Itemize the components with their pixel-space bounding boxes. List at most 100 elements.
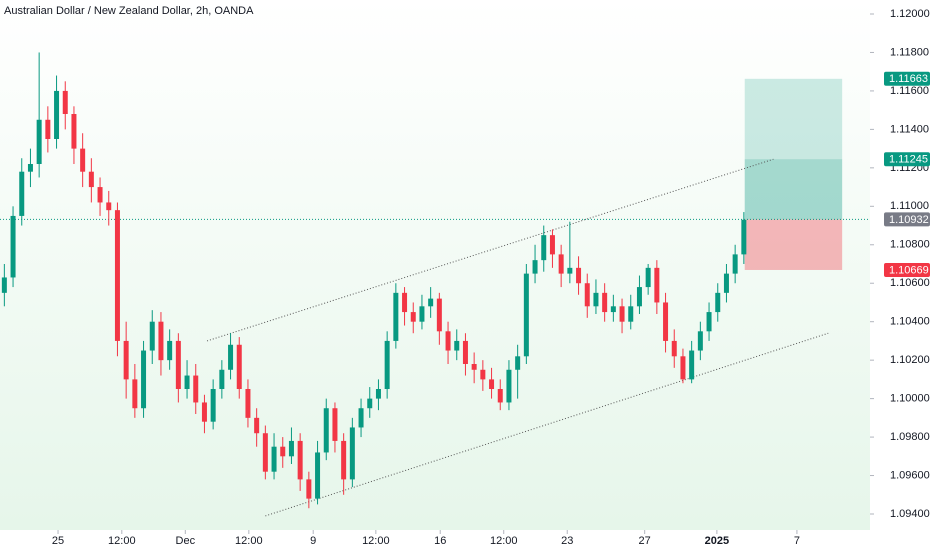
candle-body [132,379,138,409]
x-tick-label: 12:00 [235,535,263,547]
x-tick-label: 12:00 [362,535,390,547]
channel-line [206,158,774,342]
candle-body [62,90,68,114]
candle-body [480,369,486,380]
y-tick-label: 1.11800 [890,46,929,58]
y-tick-label: 1.10400 [890,316,930,328]
candle-body [184,375,190,389]
filled-zone [744,159,843,220]
candle-body [271,446,277,472]
x-tick-label: 2025 [705,535,729,547]
candle-body [219,369,225,389]
candle-body [97,187,103,203]
candle-body [193,375,199,403]
y-tick-label: 1.11600 [890,85,929,97]
candle-body [697,331,703,351]
candle-body [245,389,251,418]
y-tick-label: 1.11000 [890,200,929,212]
y-tick-label: 1.10600 [890,277,930,289]
candle-body [671,340,677,357]
candle-body [210,389,216,422]
candle-body [1,277,7,293]
candle-body [619,306,625,322]
candle-body [297,440,303,480]
candle-body [54,90,60,139]
y-tick-label: 1.10800 [890,239,930,251]
candle-body [462,340,468,364]
candle-body [506,369,512,403]
candle-body [288,440,294,457]
candle-body [71,114,77,149]
x-tick-label: 7 [794,535,800,547]
candle-body [436,298,442,332]
candle-body [323,408,329,453]
price-tag-label: 1.11245 [889,154,928,166]
candle-body [541,235,547,261]
candle-body [167,340,173,361]
price-tag-label: 1.10669 [889,264,929,276]
candle-body [497,389,503,403]
candle-body [419,306,425,322]
candle-body [523,273,529,357]
price-tag [884,212,930,227]
candle-body [80,148,86,172]
y-tick-label: 1.10200 [890,354,930,366]
candle-body [367,398,373,409]
candle-body [10,215,16,278]
x-tick-label: 23 [561,535,573,547]
candle-body [732,254,738,274]
candle-body [428,298,434,307]
candle-body [123,340,129,380]
candle-body [489,379,495,389]
x-tick-label: 16 [434,535,446,547]
y-tick-label: 1.09800 [890,431,930,443]
candle-body [558,254,564,274]
candle-body [19,171,25,216]
candle-body [228,344,234,370]
x-tick-label: Dec [176,535,196,547]
candle-body [532,260,538,274]
price-tag-label: 1.10932 [889,214,929,226]
stop-zone [744,219,843,270]
candle-body [410,312,416,322]
candle-body [584,283,590,307]
candle-body [106,202,112,211]
candle-body [567,267,573,274]
y-tick-label: 1.09400 [890,508,930,520]
candle-body [471,364,477,370]
price-tag [884,152,930,167]
x-tick-label: 12:00 [490,535,518,547]
candle-body [45,119,51,139]
price-tag [884,262,930,277]
candle-body [636,287,642,307]
y-tick-label: 1.10000 [890,393,930,405]
plot-background [0,0,870,530]
candle-body [689,350,695,380]
candle-body [341,440,347,480]
candle-body [349,427,355,480]
price-tag [884,71,930,86]
candle-body [576,267,582,284]
candle-body [706,312,712,332]
candle-body [280,446,286,457]
target-zone [744,78,843,160]
x-tick-label: 27 [639,535,651,547]
x-tick-label: 9 [310,535,316,547]
candle-body [149,321,155,351]
candle-body [628,306,634,322]
candle-body [114,210,120,341]
chart-title: Australian Dollar / New Zealand Dollar, … [4,5,254,17]
candle-body [236,344,242,389]
candle-body [358,408,364,428]
candle-body [158,321,164,361]
candle-body [332,408,338,441]
candle-body [515,356,521,370]
x-tick-label: 12:00 [108,535,136,547]
x-tick-label: 25 [52,535,64,547]
candle-body [36,119,42,164]
candle-body [549,235,555,255]
candle-body [723,273,729,293]
candle-body [645,267,651,288]
y-tick-label: 1.09600 [890,469,930,481]
